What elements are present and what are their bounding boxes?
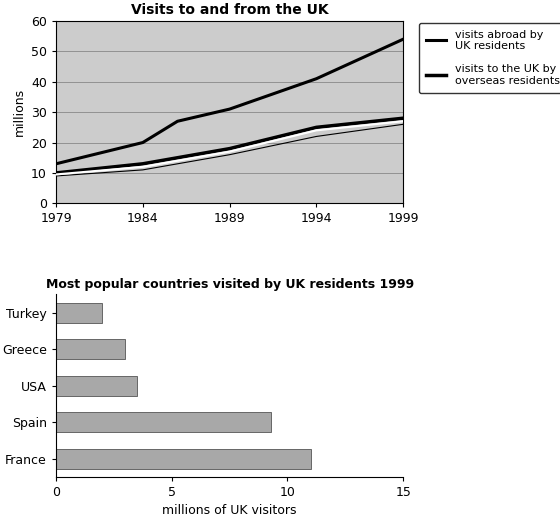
Bar — [56, 412, 271, 432]
Title: Most popular countries visited by UK residents 1999: Most popular countries visited by UK res… — [45, 278, 414, 290]
Bar — [56, 303, 102, 323]
Bar — [56, 376, 137, 396]
X-axis label: millions of UK visitors: millions of UK visitors — [162, 505, 297, 517]
Bar — [56, 339, 125, 359]
Legend: visits abroad by
UK residents, visits to the UK by
overseas residents: visits abroad by UK residents, visits to… — [419, 23, 560, 93]
Y-axis label: millions: millions — [12, 88, 25, 136]
Title: Visits to and from the UK: Visits to and from the UK — [131, 3, 328, 17]
Bar — [56, 449, 311, 468]
